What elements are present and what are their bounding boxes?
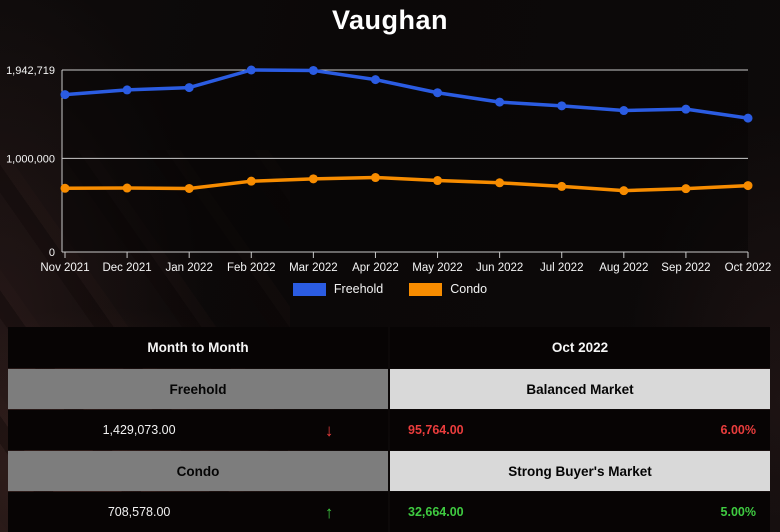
condo-change: 32,664.00 <box>408 505 464 519</box>
condo-point[interactable] <box>370 173 380 183</box>
condo-market-status: Strong Buyer's Market <box>390 451 770 491</box>
condo-percent: 5.00% <box>720 505 756 519</box>
condo-point[interactable] <box>184 183 194 193</box>
x-tick-label: Oct 2022 <box>725 262 772 274</box>
y-tick-label: 0 <box>49 247 55 259</box>
freehold-market-status: Balanced Market <box>390 369 770 409</box>
grid-and-axes: 0 1,000,000 1,942,719 <box>6 65 748 259</box>
freehold-point[interactable] <box>495 97 505 107</box>
freehold-point[interactable] <box>619 106 629 116</box>
market-table: Month to Month Oct 2022 Freehold Balance… <box>8 327 770 532</box>
y-tick-label: 1,000,000 <box>6 153 55 165</box>
condo-point[interactable] <box>495 178 505 188</box>
condo-label-row: Condo Strong Buyer's Market <box>8 451 770 491</box>
x-tick-label: May 2022 <box>412 262 463 274</box>
freehold-swatch-icon <box>292 282 326 296</box>
freehold-change: 95,764.00 <box>408 423 464 437</box>
freehold-value: 1,429,073.00 <box>102 423 176 437</box>
x-tick-label: Jan 2022 <box>166 262 213 274</box>
freehold-series <box>60 65 753 123</box>
condo-up-arrow-icon: ↑ <box>324 502 334 522</box>
x-tick-label: Feb 2022 <box>227 262 276 274</box>
x-tick-label: Mar 2022 <box>289 262 338 274</box>
condo-point[interactable] <box>122 183 132 193</box>
header-month-to-month: Month to Month <box>8 327 388 368</box>
freehold-point[interactable] <box>743 113 753 123</box>
series-lines <box>60 65 753 196</box>
freehold-point[interactable] <box>370 75 380 85</box>
x-tick-label: Dec 2021 <box>102 262 151 274</box>
freehold-data-row: 1,429,073.00 ↓ 95,764.00 6.00% <box>8 410 770 450</box>
freehold-point[interactable] <box>433 88 443 98</box>
x-tick-label: Nov 2021 <box>40 262 89 274</box>
condo-point[interactable] <box>308 174 318 184</box>
freehold-point[interactable] <box>60 90 70 100</box>
freehold-point[interactable] <box>557 101 567 111</box>
header-oct-2022: Oct 2022 <box>390 327 770 368</box>
x-tick-label: Jun 2022 <box>476 262 523 274</box>
freehold-label-row: Freehold Balanced Market <box>8 369 770 409</box>
x-axis-labels: Nov 2021 Dec 2021 Jan 2022 Feb 2022 Mar 2022… <box>40 252 771 274</box>
condo-label: Condo <box>8 451 388 491</box>
table-header-row: Month to Month Oct 2022 <box>8 327 770 368</box>
freehold-point[interactable] <box>246 65 256 75</box>
freehold-down-arrow-icon: ↓ <box>324 420 334 440</box>
page-title: Vaughan <box>331 5 449 35</box>
condo-data-row: 708,578.00 ↑ 32,664.00 5.00% <box>8 492 770 532</box>
freehold-point[interactable] <box>184 83 194 93</box>
legend-label: Condo <box>450 282 488 296</box>
price-chart: 0 1,000,000 1,942,719 Nov 2021 Dec 2021 Jan … <box>6 65 771 274</box>
legend-item-condo[interactable]: Condo <box>409 282 487 296</box>
condo-point[interactable] <box>433 176 443 186</box>
freehold-point[interactable] <box>122 85 132 95</box>
condo-value: 708,578.00 <box>107 505 171 519</box>
freehold-label: Freehold <box>8 369 388 409</box>
condo-point[interactable] <box>60 183 70 193</box>
plot-area <box>62 70 748 252</box>
legend-label: Freehold <box>333 282 384 296</box>
legend-item-freehold[interactable]: Freehold <box>292 282 384 296</box>
condo-point[interactable] <box>619 186 629 196</box>
x-tick-label: Aug 2022 <box>599 262 648 274</box>
x-tick-label: Jul 2022 <box>540 262 583 274</box>
condo-series <box>60 173 753 196</box>
condo-point[interactable] <box>246 176 256 186</box>
x-tick-label: Sep 2022 <box>661 262 710 274</box>
condo-point[interactable] <box>743 181 753 191</box>
condo-point[interactable] <box>557 181 567 191</box>
y-tick-label: 1,942,719 <box>6 65 55 77</box>
condo-line <box>63 175 750 193</box>
chart-legend: Freehold Condo <box>0 279 780 299</box>
freehold-point[interactable] <box>681 104 691 114</box>
x-tick-label: Apr 2022 <box>352 262 399 274</box>
freehold-point[interactable] <box>308 65 318 75</box>
condo-point[interactable] <box>681 184 691 194</box>
freehold-line <box>63 68 750 120</box>
freehold-percent: 6.00% <box>720 423 756 437</box>
condo-swatch-icon <box>409 282 443 296</box>
